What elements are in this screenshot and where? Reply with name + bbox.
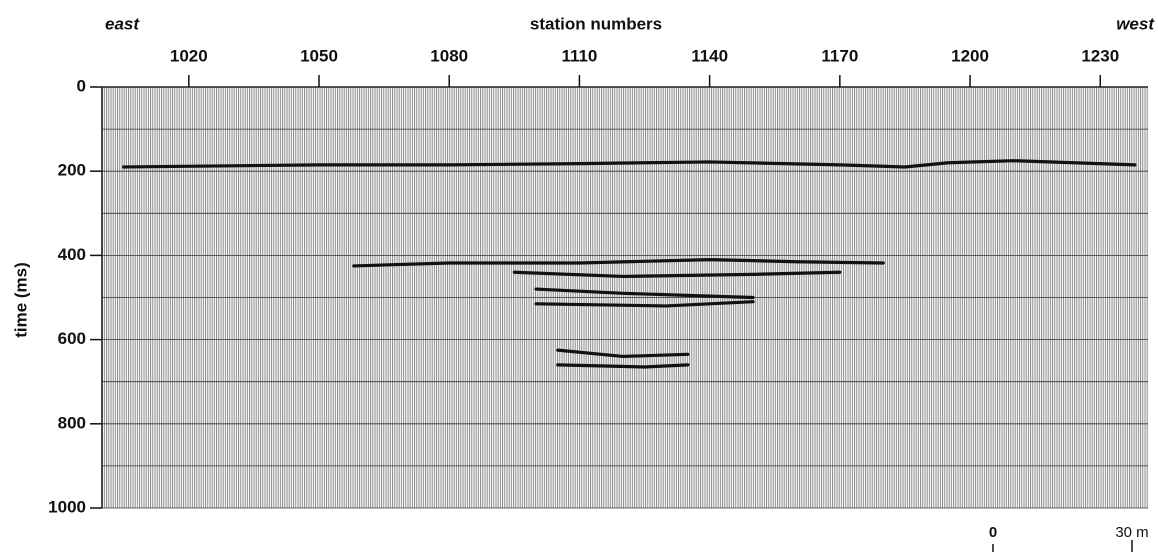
reflector (512, 270, 842, 279)
x-tick-label: 1050 (300, 46, 338, 65)
y-axis-label: time (ms) (11, 262, 30, 338)
x-tick-label: 1200 (951, 46, 989, 65)
x-tick-label: 1140 (691, 46, 728, 65)
y-tick-label: 800 (58, 413, 86, 432)
chart-title: station numbers (530, 14, 662, 33)
x-tick-label: 1110 (561, 46, 597, 65)
y-tick-label: 0 (77, 76, 86, 95)
x-tick-label: 1230 (1081, 46, 1119, 65)
reflector (352, 258, 885, 268)
scale-label: 0 (989, 524, 997, 541)
y-tick-label: 1000 (48, 497, 86, 516)
x-tick-label: 1020 (170, 46, 208, 65)
y-tick-label: 400 (58, 245, 86, 264)
reflector (556, 363, 690, 369)
reflector (534, 300, 755, 308)
reflector (556, 348, 690, 359)
y-tick-label: 600 (58, 329, 86, 348)
reflector (534, 287, 755, 300)
x-tick-label: 1170 (821, 46, 858, 65)
east-label: east (105, 14, 140, 33)
x-tick-label: 1080 (430, 46, 468, 65)
y-tick-label: 200 (58, 161, 86, 180)
scale-label: 30 m (1115, 524, 1148, 541)
west-label: west (1116, 14, 1155, 33)
reflector (122, 159, 1137, 169)
